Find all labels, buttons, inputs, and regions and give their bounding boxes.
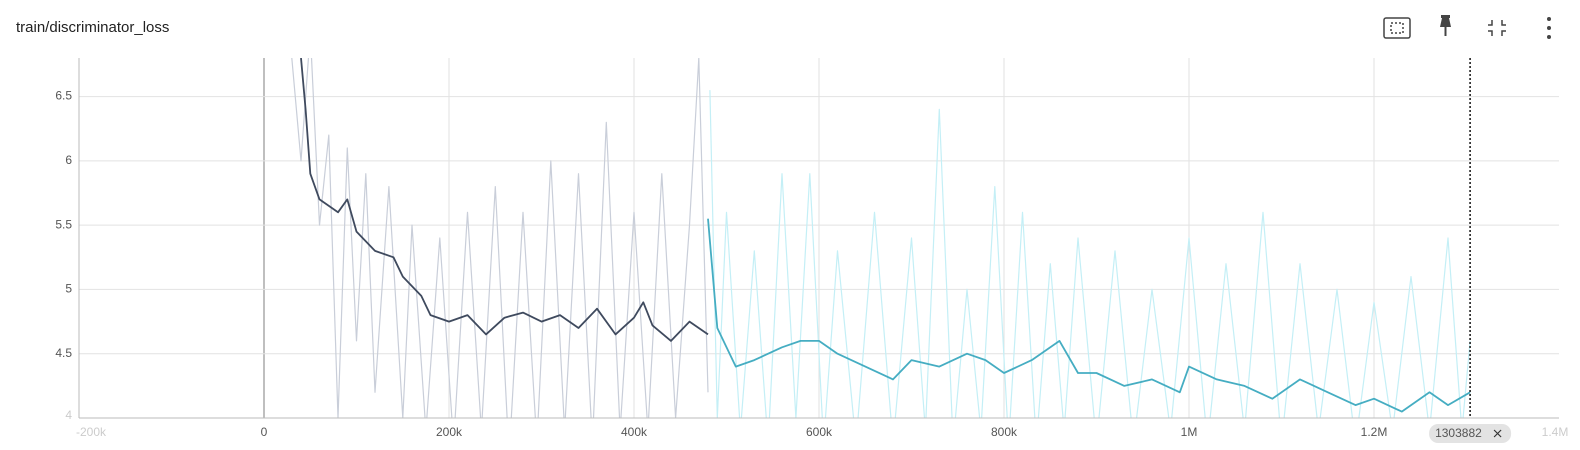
x-tick-label: 200k <box>436 425 463 439</box>
smoothed-line <box>707 218 1471 413</box>
x-tick-label: 0 <box>261 425 268 439</box>
more-button[interactable] <box>1547 17 1551 39</box>
x-tick-label: 400k <box>621 425 648 439</box>
x-tick-label: 800k <box>991 425 1018 439</box>
smoothed-line <box>300 58 709 342</box>
y-tick-label: 4 <box>65 408 72 422</box>
cursor: 1303882 <box>1429 58 1512 443</box>
lines <box>291 58 1471 418</box>
x-tick-label: 600k <box>806 425 833 439</box>
fit-domain-button[interactable] <box>1383 17 1411 39</box>
toolbar <box>1383 15 1551 39</box>
x-tick-label: 1.2M <box>1361 425 1388 439</box>
cursor-label: 1303882 <box>1435 426 1482 440</box>
cursor-badge <box>1429 424 1512 443</box>
x-tick-label: 1M <box>1181 425 1198 439</box>
y-tick-label: 5 <box>65 282 72 296</box>
cursor-close <box>1493 429 1502 438</box>
chart-title: train/discriminator_loss <box>16 19 169 36</box>
x-tick-label: 1.4M <box>1542 425 1569 439</box>
raw-line <box>291 58 709 418</box>
tick-labels: -200k 0 200k 400k 600k 800k 1M 1.2M 1.4M 4 4.5 5 5.5… <box>55 89 1568 439</box>
y-tick-label: 5.5 <box>55 217 72 231</box>
collapse-button[interactable] <box>1488 20 1506 36</box>
pin-button[interactable] <box>1440 15 1451 36</box>
y-tick-label: 6 <box>65 153 72 167</box>
y-tick-label: 6.5 <box>55 89 72 103</box>
x-tick-label: -200k <box>76 425 107 439</box>
y-tick-label: 4.5 <box>55 346 72 360</box>
raw-line <box>709 90 1471 418</box>
